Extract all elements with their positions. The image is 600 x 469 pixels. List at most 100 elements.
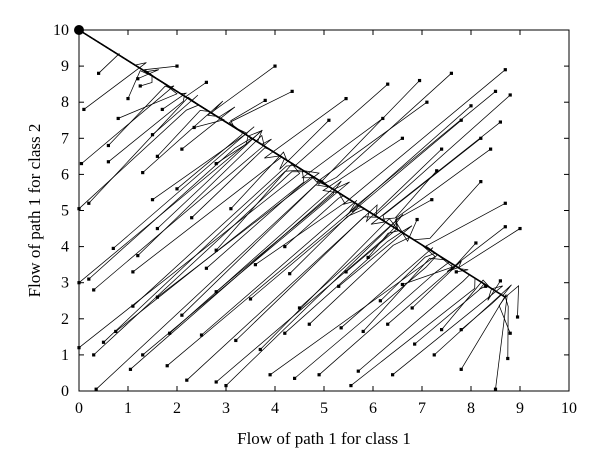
trajectory-start-marker bbox=[515, 315, 520, 319]
trajectory-start-marker bbox=[180, 147, 184, 151]
trajectory-line bbox=[78, 29, 202, 204]
trajectory-start-marker bbox=[518, 226, 522, 231]
x-tick-label: 2 bbox=[173, 400, 181, 417]
trajectory-start-marker bbox=[356, 369, 360, 373]
trajectory-line bbox=[78, 29, 293, 134]
y-tick-label: 0 bbox=[61, 383, 69, 400]
trajectory-line bbox=[78, 29, 482, 241]
trajectory-line bbox=[78, 29, 437, 302]
trajectory-line bbox=[78, 29, 462, 325]
trajectory-start-marker bbox=[459, 118, 463, 122]
trajectory-line bbox=[78, 29, 188, 110]
trajectory-line bbox=[78, 29, 330, 316]
trajectory-start-marker bbox=[126, 96, 130, 101]
trajectory-start-marker bbox=[106, 143, 110, 148]
y-axis-ticks: 0 1 2 3 4 5 6 7 8 9 10 bbox=[53, 22, 569, 400]
trajectory-start-marker bbox=[400, 282, 404, 287]
trajectory-start-marker bbox=[349, 383, 353, 388]
trajectory-line bbox=[78, 29, 395, 383]
trajectory-start-marker bbox=[273, 64, 277, 68]
trajectory-line bbox=[78, 29, 428, 188]
trajectory-start-marker bbox=[175, 64, 179, 68]
trajectory-start-marker bbox=[128, 367, 133, 371]
trajectory-line bbox=[78, 29, 272, 291]
trajectory-line bbox=[78, 29, 225, 128]
trajectory-start-marker bbox=[114, 329, 118, 334]
trajectory-start-marker bbox=[479, 180, 483, 184]
trajectory-line bbox=[78, 29, 413, 287]
trajectory-start-marker bbox=[432, 353, 436, 357]
trajectory-start-marker bbox=[92, 353, 96, 357]
trajectory-start-marker bbox=[214, 290, 218, 294]
trajectory-line bbox=[78, 29, 439, 379]
trajectory-start-marker bbox=[440, 147, 444, 151]
trajectory-start-marker bbox=[413, 342, 417, 346]
trajectory-line bbox=[78, 29, 508, 390]
trajectory-start-marker bbox=[337, 284, 341, 288]
trajectory-start-marker bbox=[339, 326, 343, 330]
trajectory-start-marker bbox=[97, 71, 101, 75]
trajectory-start-marker bbox=[327, 118, 331, 122]
trajectory-start-marker bbox=[192, 125, 196, 130]
x-tick-label: 0 bbox=[75, 400, 83, 417]
trajectory-line bbox=[78, 29, 271, 218]
trajectory-line bbox=[78, 29, 442, 223]
trajectory-start-marker bbox=[498, 120, 502, 124]
trajectory-line bbox=[78, 29, 207, 99]
trajectory-start-marker bbox=[344, 96, 348, 101]
trajectory-line bbox=[78, 29, 501, 301]
trajectory-line bbox=[78, 29, 462, 213]
trajectory-line bbox=[78, 29, 304, 343]
trajectory-line bbox=[78, 29, 420, 185]
trajectory-line bbox=[78, 29, 255, 249]
trajectory-start-marker bbox=[484, 284, 488, 288]
trajectory-line bbox=[78, 29, 266, 129]
trajectory-start-marker bbox=[224, 383, 228, 388]
trajectory-start-marker bbox=[474, 241, 478, 245]
trajectory-line bbox=[78, 29, 360, 300]
trajectory-start-marker bbox=[141, 170, 145, 175]
trajectory-line bbox=[78, 29, 380, 341]
trajectory-start-marker bbox=[454, 270, 458, 274]
trajectory-start-marker bbox=[503, 68, 507, 72]
trajectory-line bbox=[78, 29, 399, 273]
trajectory-start-marker bbox=[141, 353, 145, 357]
trajectory-line bbox=[78, 29, 314, 269]
trajectory-start-marker bbox=[87, 277, 91, 281]
trajectory-line bbox=[78, 29, 507, 370]
trajectory-line bbox=[78, 29, 283, 273]
trajectory-start-marker bbox=[498, 279, 502, 283]
trajectory-start-marker bbox=[229, 207, 233, 211]
x-tick-label: 8 bbox=[467, 400, 475, 417]
trajectory-start-marker bbox=[381, 116, 385, 121]
trajectory-start-marker bbox=[138, 84, 142, 88]
trajectory-line bbox=[78, 29, 506, 272]
trajectory-start-marker bbox=[435, 169, 439, 173]
trajectory-start-marker bbox=[180, 313, 184, 317]
trajectory-start-marker bbox=[479, 136, 483, 140]
trajectory-start-marker bbox=[185, 378, 189, 382]
trajectory-line bbox=[78, 29, 249, 164]
equilibrium-line bbox=[78, 29, 506, 298]
trajectory-start-markers bbox=[77, 64, 522, 391]
y-tick-label: 6 bbox=[61, 166, 69, 183]
trajectory-start-marker bbox=[111, 246, 115, 251]
trajectory-start-marker bbox=[160, 107, 164, 112]
trajectory-line bbox=[78, 29, 358, 336]
trajectory-line bbox=[78, 29, 506, 205]
trajectory-line bbox=[78, 29, 350, 356]
trajectory-start-marker bbox=[131, 304, 135, 308]
trajectory-line bbox=[78, 29, 437, 220]
trajectory-start-marker bbox=[214, 380, 218, 384]
trajectory-start-marker bbox=[101, 340, 106, 344]
trajectory-start-marker bbox=[290, 89, 294, 93]
trajectory-start-marker bbox=[293, 376, 297, 380]
trajectory-start-marker bbox=[400, 136, 404, 140]
trajectory-start-marker bbox=[386, 82, 390, 86]
trajectory-start-marker bbox=[440, 328, 444, 332]
y-tick-label: 2 bbox=[61, 311, 69, 328]
trajectory-start-marker bbox=[415, 217, 419, 222]
trajectory-line bbox=[78, 29, 154, 99]
trajectory-start-marker bbox=[449, 71, 453, 75]
trajectory-line bbox=[78, 29, 482, 223]
